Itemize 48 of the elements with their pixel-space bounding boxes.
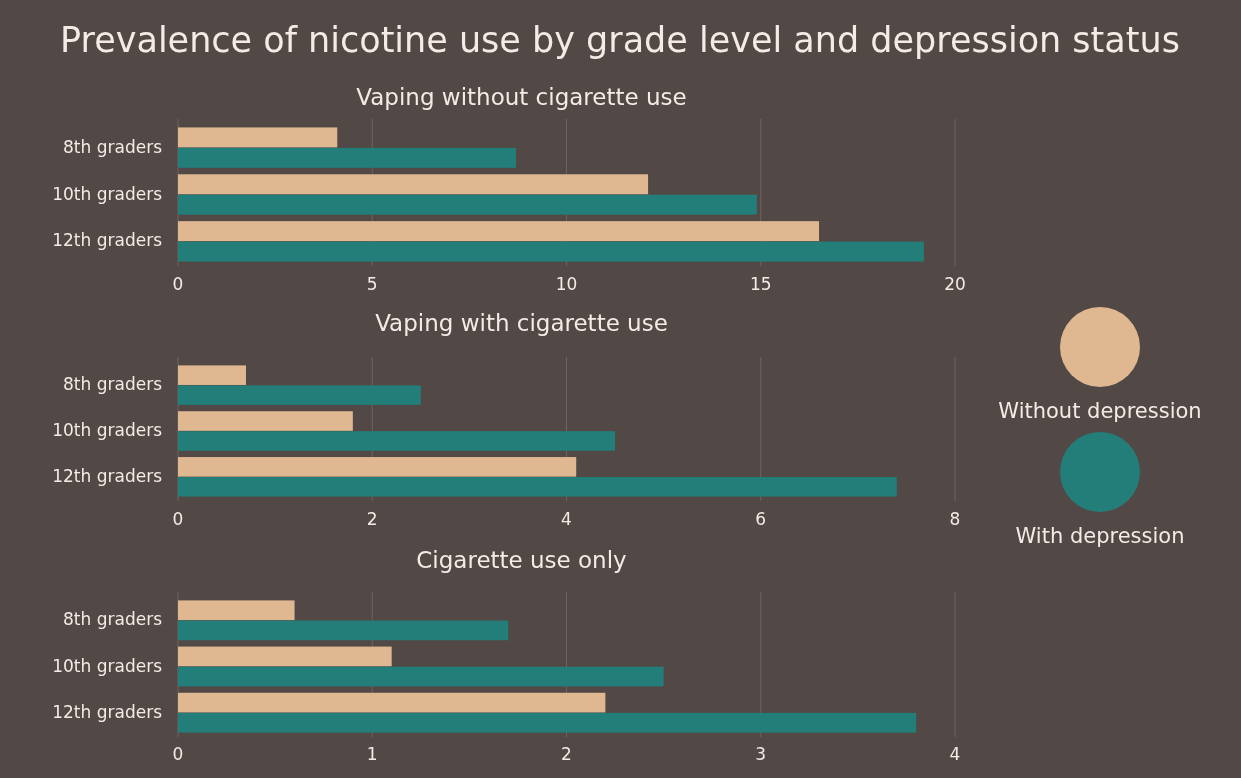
- bar: [178, 692, 606, 713]
- x-tick-label: 6: [755, 509, 767, 529]
- text: Without depression: [998, 399, 1202, 423]
- chart-title: Cigarette use only: [416, 547, 627, 573]
- y-tick-label: 12th graders: [52, 230, 163, 251]
- bar: [178, 147, 516, 168]
- bar: [178, 431, 616, 451]
- y-tick-label: 8th graders: [63, 374, 163, 395]
- x-tick-label: 15: [749, 274, 772, 294]
- bar: [178, 385, 421, 405]
- x-tick-label: 0: [172, 744, 184, 764]
- x-tick-label: 5: [366, 274, 378, 294]
- bar: [178, 646, 392, 667]
- chart-subtitle: Vaping without cigarette use: [356, 84, 687, 110]
- y-tick-label: 10th graders: [52, 655, 163, 676]
- bar: [178, 241, 924, 262]
- bar: [178, 666, 664, 687]
- x-tick-label: 2: [561, 744, 572, 764]
- y-tick-label: 8th graders: [63, 136, 163, 157]
- x-tick-label: 3: [755, 744, 767, 764]
- x-tick-label: 2: [366, 509, 378, 529]
- bar: [178, 620, 509, 641]
- bar: [178, 411, 353, 431]
- x-tick-label: 0: [172, 509, 184, 529]
- bar: [178, 221, 820, 242]
- y-tick-label: 8th graders: [63, 609, 163, 630]
- y-tick-label: 12th graders: [52, 465, 163, 486]
- bar: [178, 174, 649, 195]
- y-tick-label: 12th graders: [52, 701, 163, 722]
- bar: [178, 600, 295, 621]
- y-tick-label: 10th graders: [52, 420, 163, 440]
- bar: [178, 194, 757, 215]
- x-tick-label: 4: [561, 509, 572, 529]
- x-tick-label: 4: [949, 744, 961, 764]
- bar: [178, 127, 338, 148]
- bar: [178, 457, 577, 477]
- bar: [178, 712, 917, 733]
- chart-title: Vaping with cigarette use: [375, 310, 668, 336]
- text: With depression: [1015, 524, 1185, 548]
- x-tick-label: 1: [366, 744, 378, 764]
- bar: [178, 365, 246, 385]
- x-tick-label: 20: [944, 274, 966, 294]
- chart-title: Prevalence of nicotine use by grade level and depression status: [60, 20, 1180, 60]
- x-tick-label: 10: [555, 274, 578, 294]
- x-tick-label: 8: [949, 509, 961, 529]
- x-tick-label: 0: [172, 274, 184, 294]
- y-tick-label: 10th graders: [52, 183, 163, 204]
- bar: [178, 477, 897, 497]
